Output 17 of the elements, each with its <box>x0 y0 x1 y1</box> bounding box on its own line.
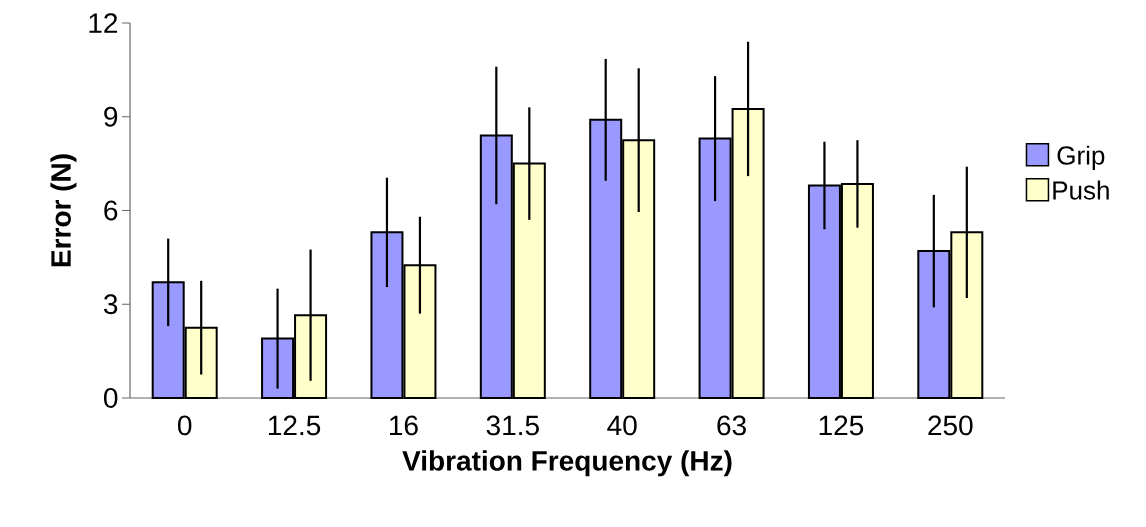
legend-label: Grip <box>1057 145 1105 170</box>
x-tick-label: 16 <box>390 415 418 436</box>
x-tick-label: 12.5 <box>268 415 321 436</box>
y-tick-label: 9 <box>104 106 118 127</box>
y-axis-title: Error (N) <box>50 154 77 267</box>
y-tick-label: 3 <box>103 294 118 315</box>
y-tick-label: 6 <box>104 200 118 221</box>
x-axis-title: Vibration Frequency (Hz) <box>402 450 732 477</box>
x-tick-label: 40 <box>607 415 637 436</box>
y-tick-label: 0 <box>104 388 118 408</box>
x-tick-label: 63 <box>717 415 746 436</box>
y-tick-label: 12 <box>89 13 118 33</box>
x-tick-label: 250 <box>928 415 973 436</box>
x-tick-label: 125 <box>819 415 864 436</box>
legend-label: Push <box>1053 180 1109 200</box>
x-tick-label: 31.5 <box>486 415 539 436</box>
x-tick-label: 0 <box>178 415 192 436</box>
